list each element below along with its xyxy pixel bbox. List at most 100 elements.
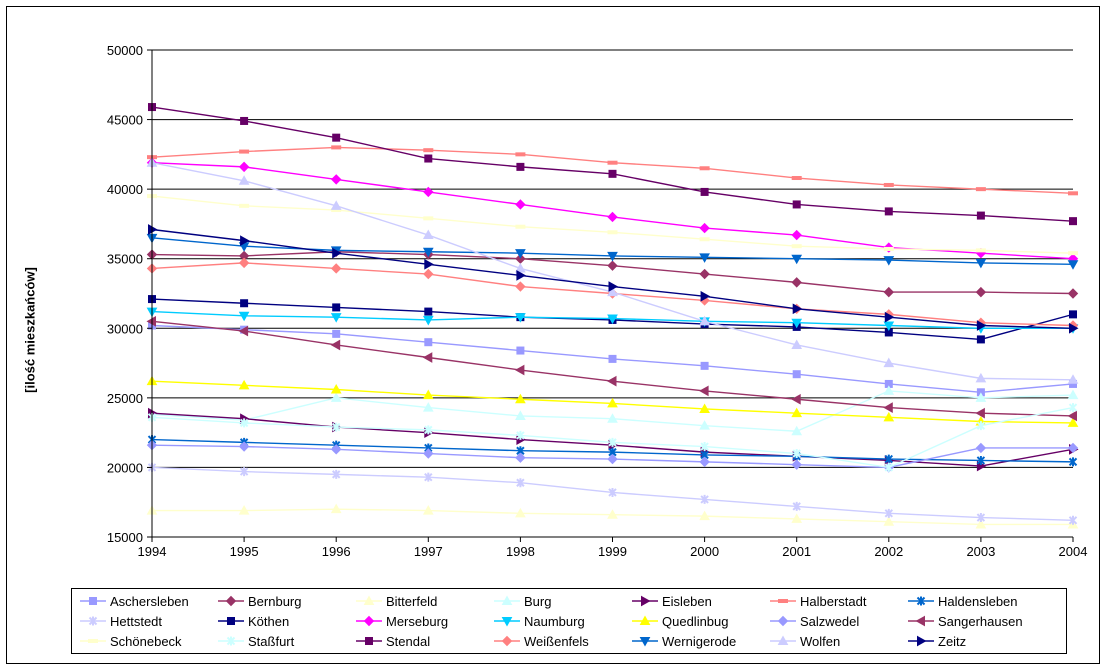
data-point bbox=[976, 513, 986, 523]
data-point bbox=[700, 442, 709, 452]
data-point bbox=[330, 383, 342, 394]
legend-item-schonebeck: Schönebeck bbox=[80, 631, 182, 651]
legend-swatch-icon bbox=[356, 637, 382, 645]
legend-item-sangerhausen: Sangerhausen bbox=[908, 611, 1023, 631]
legend-item-haldensleben: Haldensleben bbox=[908, 591, 1018, 611]
data-point bbox=[700, 187, 709, 196]
data-point bbox=[884, 454, 894, 464]
data-point bbox=[331, 469, 341, 479]
legend-swatch-icon bbox=[218, 595, 244, 607]
series-stassfurt bbox=[147, 403, 1078, 472]
legend-swatch-icon bbox=[632, 615, 658, 625]
data-point bbox=[883, 246, 894, 251]
data-point bbox=[330, 263, 342, 274]
data-point bbox=[422, 247, 434, 258]
series-bitterfeld bbox=[146, 503, 1079, 529]
data-point bbox=[238, 311, 250, 322]
legend-label: Zeitz bbox=[938, 633, 967, 649]
data-point bbox=[699, 315, 710, 326]
series-stendal bbox=[148, 103, 1077, 226]
data-point bbox=[883, 321, 895, 332]
data-point bbox=[700, 290, 711, 302]
data-point bbox=[515, 224, 526, 229]
data-point bbox=[332, 329, 341, 338]
series-line bbox=[151, 228, 1074, 329]
data-point bbox=[239, 467, 249, 477]
data-point bbox=[607, 413, 618, 423]
data-point bbox=[883, 385, 895, 395]
data-point bbox=[515, 507, 526, 518]
series-wolfen bbox=[146, 157, 1079, 384]
data-point bbox=[1069, 217, 1077, 226]
data-point bbox=[1068, 251, 1078, 256]
data-point bbox=[883, 256, 895, 266]
data-point bbox=[700, 494, 709, 504]
data-point bbox=[975, 407, 985, 419]
legend-label: Bernburg bbox=[248, 593, 302, 609]
legend-label: Naumburg bbox=[524, 613, 585, 629]
data-point bbox=[516, 478, 525, 488]
data-point bbox=[883, 411, 895, 422]
data-point bbox=[423, 186, 434, 198]
legend-label: Stendal bbox=[386, 633, 431, 649]
data-point bbox=[791, 254, 803, 265]
data-point bbox=[884, 311, 895, 323]
legend-item-wernigerode: Wernigerode bbox=[632, 631, 736, 651]
x-tick-label: 1997 bbox=[414, 544, 443, 559]
legend-swatch-icon bbox=[80, 616, 106, 626]
data-point bbox=[607, 251, 618, 262]
y-tick-label: 35000 bbox=[107, 252, 143, 267]
data-point bbox=[791, 393, 801, 405]
x-tick-label: 1998 bbox=[506, 544, 535, 559]
legend: Aschersleben Bernburg Bitterfeld Burg Eisleb… bbox=[71, 588, 1067, 654]
data-point bbox=[976, 335, 985, 344]
legend-swatch-icon bbox=[494, 595, 520, 605]
data-point bbox=[976, 211, 985, 220]
legend-label: Sangerhausen bbox=[938, 613, 1023, 629]
x-tick-label: 1994 bbox=[138, 544, 167, 559]
data-point bbox=[607, 286, 618, 297]
data-point bbox=[976, 421, 986, 431]
data-point bbox=[239, 203, 250, 208]
data-point bbox=[608, 169, 617, 178]
data-point bbox=[699, 253, 710, 263]
data-point bbox=[607, 509, 618, 519]
legend-item-bernburg: Bernburg bbox=[218, 591, 301, 611]
data-point bbox=[699, 237, 710, 242]
legend-item-quedlinbug: Quedlinbug bbox=[632, 611, 729, 631]
legend-label: Wolfen bbox=[800, 633, 841, 649]
data-point bbox=[240, 116, 249, 125]
data-point bbox=[1068, 457, 1078, 467]
legend-item-naumburg: Naumburg bbox=[494, 611, 585, 631]
legend-item-stendal: Stendal bbox=[356, 631, 430, 651]
legend-label: Wernigerode bbox=[662, 633, 737, 649]
data-point bbox=[514, 364, 525, 376]
y-tick-label: 50000 bbox=[107, 43, 143, 58]
data-point bbox=[330, 392, 342, 402]
data-point bbox=[884, 462, 894, 472]
data-point bbox=[699, 385, 709, 397]
data-point bbox=[330, 313, 342, 323]
x-tick-label: 2003 bbox=[966, 544, 995, 559]
legend-item-stassfurt: Staßfurt bbox=[218, 631, 294, 651]
x-tick-label: 1995 bbox=[230, 544, 259, 559]
data-point bbox=[422, 229, 434, 240]
x-tick-label: 2004 bbox=[1059, 544, 1088, 559]
legend-label: Haldensleben bbox=[938, 593, 1018, 609]
x-tick-label: 1996 bbox=[322, 544, 351, 559]
data-point bbox=[976, 320, 987, 331]
data-point bbox=[1067, 260, 1079, 270]
data-point bbox=[238, 379, 250, 390]
data-point bbox=[883, 357, 895, 368]
data-point bbox=[422, 402, 434, 412]
data-point bbox=[422, 389, 434, 400]
legend-item-zeitz: Zeitz bbox=[908, 631, 966, 651]
data-point bbox=[699, 456, 710, 468]
data-point bbox=[791, 407, 803, 418]
data-point bbox=[607, 314, 618, 325]
data-point bbox=[975, 372, 987, 383]
data-point bbox=[608, 281, 619, 292]
data-point bbox=[516, 270, 526, 281]
data-point bbox=[1067, 442, 1079, 454]
legend-swatch-icon bbox=[80, 639, 106, 643]
